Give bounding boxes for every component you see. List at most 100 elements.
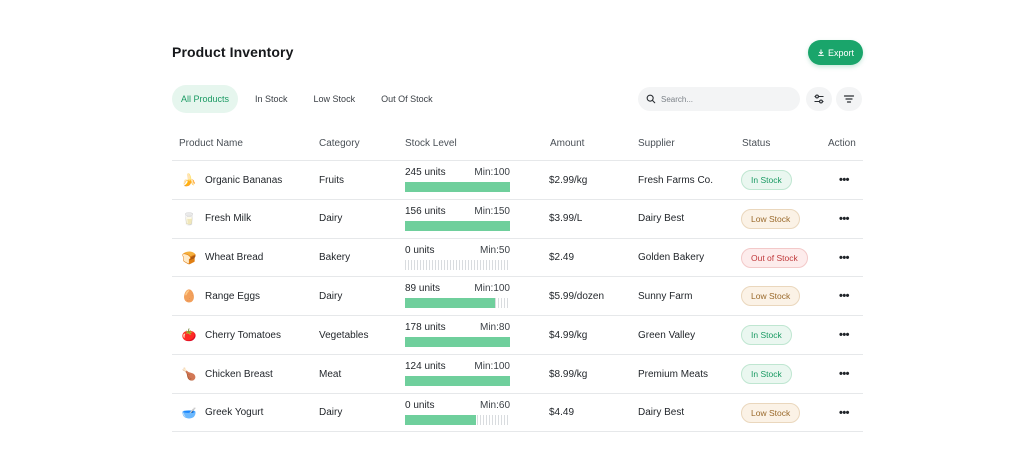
product-supplier: Dairy Best [638,213,685,225]
col-category[interactable]: Category [319,138,360,149]
tab-out-of-stock[interactable]: Out Of Stock [381,94,433,104]
stock-min: Min:60 [479,399,510,411]
stock-progress-fill [405,376,510,386]
status-badge: Low Stock [741,286,801,307]
table-row[interactable]: 🍅 Cherry Tomatoes Vegetables 178 units Min:8… [172,315,863,354]
stock-units: 0 units [405,399,435,411]
product-name: Organic Bananas [205,174,283,186]
stock-progress-bar [405,298,510,309]
more-actions-button[interactable]: ••• [838,406,850,419]
stock-progress-bar [405,414,510,425]
product-supplier: Fresh Farms Co. [638,174,714,186]
stock-progress-fill [405,182,510,192]
table-row[interactable]: 🥛 Fresh Milk Dairy 156 units Min:150 $3.99/L D… [172,198,863,238]
chicken-icon: 🍗 [181,367,197,381]
more-actions-button[interactable]: ••• [838,212,850,225]
table-row[interactable]: 🥚 Range Eggs Dairy 89 units Min:100 $5.99/doz… [172,276,863,315]
stock-progress-fill [405,337,510,348]
more-actions-button[interactable]: ••• [838,290,850,303]
product-category: Bakery [319,252,351,264]
export-label: Export [827,47,854,58]
stock-level: 0 units Min:50 [405,245,510,273]
tab-low-stock[interactable]: Low Stock [313,94,356,104]
search-icon [646,94,656,104]
stock-progress-fill [405,298,496,309]
col-supplier[interactable]: Supplier [638,138,675,149]
stock-min: Min:100 [474,283,510,295]
status-badge: In Stock [741,325,792,346]
stock-units: 0 units [405,244,435,256]
table-row[interactable]: 🥣 Greek Yogurt Dairy 0 units Min:60 $4.49 Dair… [172,392,863,432]
filter-tabs: All Products In Stock Low Stock Out Of S… [172,85,450,113]
tab-in-stock[interactable]: In Stock [255,94,288,104]
product-name: Range Eggs [205,290,261,302]
stock-progress-bar [405,220,510,231]
stock-level: 124 units Min:100 [405,361,510,389]
stock-min: Min:50 [479,244,510,256]
product-category: Dairy [319,407,343,419]
product-amount: $5.99/dozen [549,290,605,302]
stock-min: Min:100 [474,167,510,178]
more-actions-button[interactable]: ••• [838,329,850,342]
stock-level: 245 units Min:100 [405,167,510,195]
search-box[interactable] [638,87,800,111]
stock-units: 156 units [405,205,446,217]
stock-units: 124 units [405,361,446,372]
more-actions-button[interactable]: ••• [838,368,850,380]
stock-level: 89 units Min:100 [405,283,510,311]
col-status: Status [742,138,771,149]
status-badge: In Stock [741,364,792,384]
product-amount: $3.99/L [549,213,583,225]
table-header: Product Name Category Stock Level Amount… [0,138,1026,152]
product-category: Meat [319,368,342,380]
export-button[interactable]: Export [808,40,863,65]
status-badge: In Stock [741,170,792,190]
product-name: Greek Yogurt [205,407,264,419]
eggs-icon: 🥚 [181,289,197,304]
product-supplier: Premium Meats [638,368,709,380]
filter-button[interactable] [836,87,862,111]
download-icon [818,48,824,56]
more-actions-button[interactable]: ••• [838,251,850,264]
stock-units: 89 units [405,283,441,295]
stock-progress-fill [405,414,477,425]
col-product-name[interactable]: Product Name [179,138,243,149]
banana-icon: 🍌 [181,173,197,187]
status-badge: Low Stock [741,402,801,423]
milk-icon: 🥛 [181,211,197,226]
stock-level: 0 units Min:60 [405,400,510,428]
col-action: Action [828,138,856,149]
product-amount: $2.99/kg [549,174,588,186]
stock-units: 245 units [405,167,446,178]
filter-icon [843,95,855,103]
stock-level: 178 units Min:80 [405,322,510,350]
stock-progress-bar [405,182,510,192]
col-stock-level[interactable]: Stock Level [405,138,457,149]
col-amount[interactable]: Amount [550,138,585,149]
product-amount: $4.99/kg [549,329,588,341]
product-amount: $8.99/kg [549,368,588,380]
tab-all-products[interactable]: All Products [172,85,239,113]
settings-button[interactable] [806,87,832,111]
product-name: Fresh Milk [205,213,252,225]
yogurt-icon: 🥣 [181,405,197,420]
search-input[interactable] [661,94,791,104]
product-supplier: Golden Bakery [638,252,705,264]
table-row[interactable]: 🍞 Wheat Bread Bakery 0 units Min:50 $2.49 Gold… [172,237,863,277]
table-row[interactable]: 🍗 Chicken Breast Meat 124 units Min:100 $8.99… [172,354,863,393]
product-name: Chicken Breast [205,368,273,380]
product-supplier: Green Valley [638,329,696,341]
table-row[interactable]: 🍌 Organic Bananas Fruits 245 units Min:100 $2… [172,160,863,199]
stock-min: Min:100 [474,361,510,372]
product-name: Wheat Bread [205,252,264,264]
stock-progress-fill [405,220,510,231]
more-actions-button[interactable]: ••• [838,174,850,186]
status-badge: Low Stock [741,208,801,229]
product-category: Dairy [319,290,343,302]
stock-progress-bar [405,259,510,270]
stock-level: 156 units Min:150 [405,206,510,234]
product-supplier: Dairy Best [638,407,685,419]
product-amount: $4.49 [549,407,575,419]
stock-progress-bar [405,337,510,348]
bread-icon: 🍞 [181,250,197,265]
